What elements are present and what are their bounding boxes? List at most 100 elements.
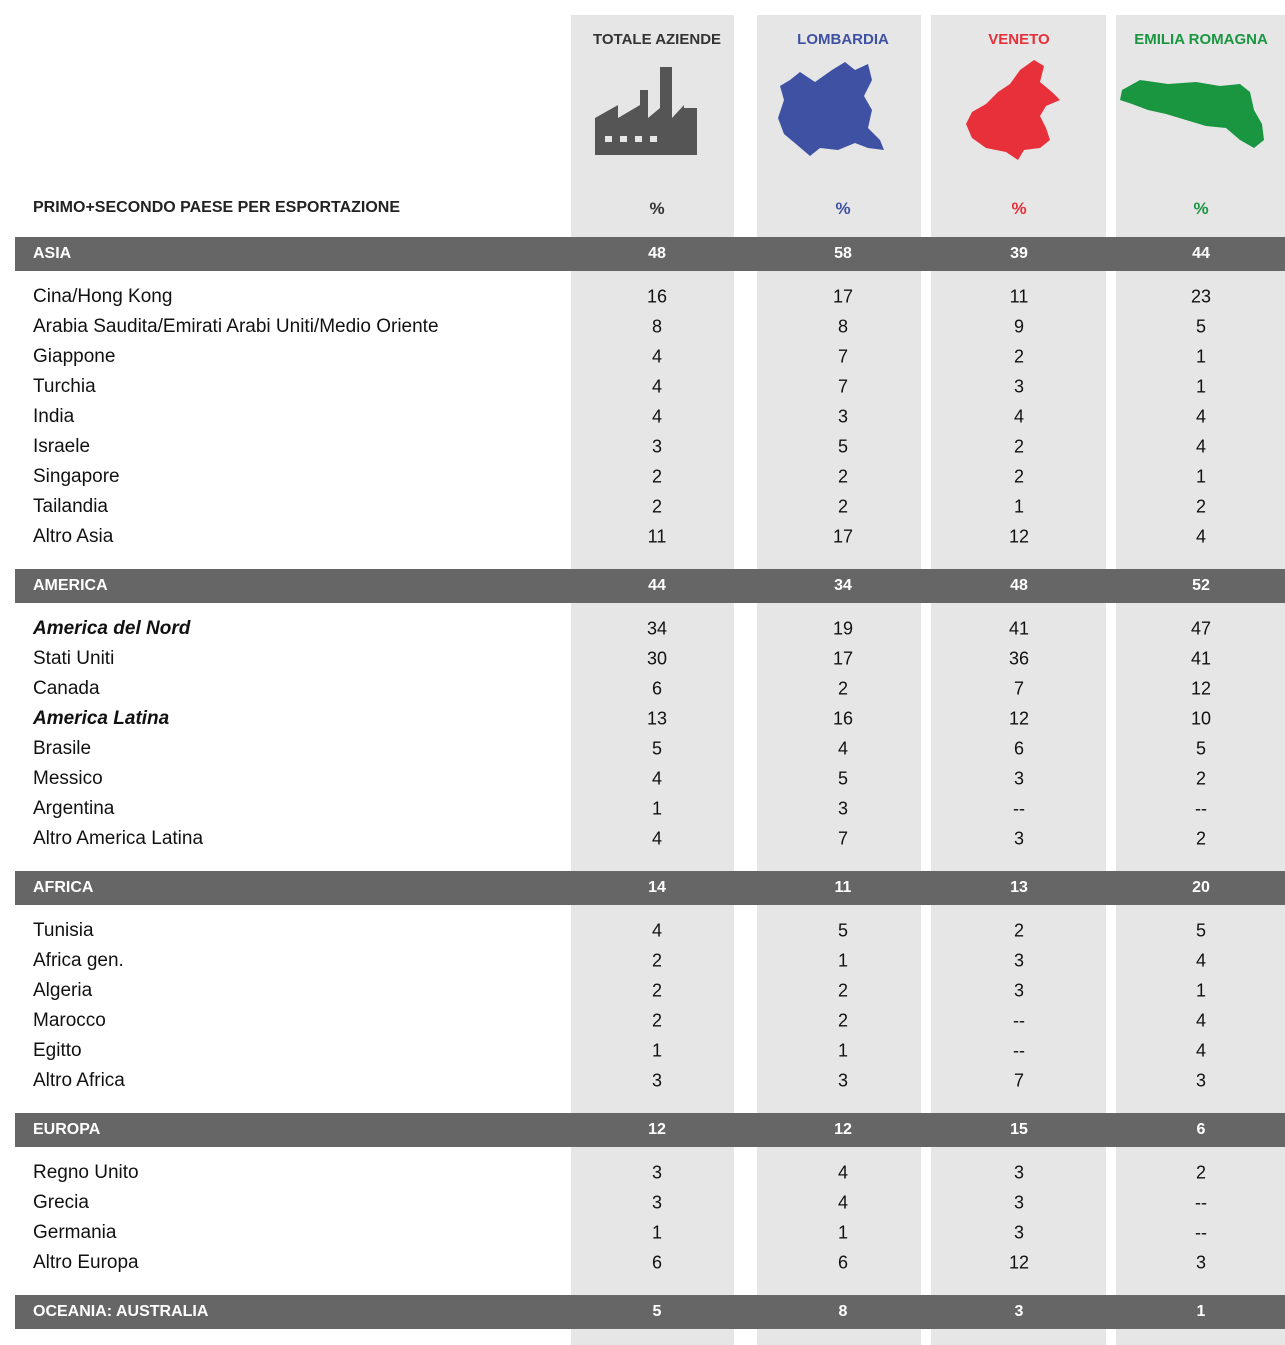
section-value: 12 — [834, 1121, 852, 1138]
section-value: 15 — [1010, 1121, 1028, 1138]
row-value: 34 — [646, 618, 668, 639]
veneto-map — [966, 60, 1060, 160]
row-label: Regno Unito — [33, 1162, 139, 1183]
row-value: 17 — [832, 648, 854, 669]
row-label: Stati Uniti — [33, 648, 115, 669]
row-value: 11 — [1009, 286, 1029, 307]
row-label: Germania — [33, 1222, 117, 1243]
row-value: 7 — [1013, 1070, 1025, 1091]
row-label: Arabia Saudita/Emirati Arabi Uniti/Medio… — [33, 316, 439, 337]
row-value: 5 — [837, 920, 849, 941]
row-value: 1 — [1195, 466, 1207, 487]
section-value: 12 — [648, 1121, 666, 1138]
row-value: 7 — [837, 376, 849, 397]
row-value: 4 — [1013, 406, 1025, 427]
row-label: Altro Europa — [33, 1252, 139, 1273]
row-value: 4 — [837, 738, 849, 759]
row-value: 4 — [1195, 406, 1207, 427]
row-value: 4 — [1195, 950, 1207, 971]
row-value: 8 — [651, 316, 663, 337]
row-value: 5 — [837, 436, 849, 457]
section-value: 14 — [648, 879, 666, 896]
row-value: 1 — [837, 1222, 849, 1243]
section-value: 8 — [838, 1303, 848, 1320]
row-value: 2 — [1195, 768, 1207, 789]
row-value: 3 — [651, 1070, 663, 1091]
row-value: 1 — [651, 1040, 663, 1061]
row-value: 3 — [651, 1162, 663, 1183]
row-label: Tunisia — [33, 920, 94, 941]
section-value: 3 — [1014, 1303, 1024, 1320]
row-value: -- — [1195, 1192, 1207, 1213]
row-value: 47 — [1190, 618, 1212, 639]
factory-icon — [595, 67, 697, 155]
row-value: 6 — [651, 1252, 663, 1273]
row-label: Canada — [33, 678, 100, 699]
row-label: Singapore — [33, 466, 120, 487]
row-value: 3 — [1013, 950, 1025, 971]
row-value: 10 — [1190, 708, 1212, 729]
row-value: -- — [1195, 798, 1207, 819]
row-value: 1 — [1195, 346, 1207, 367]
section-value: 44 — [1192, 245, 1210, 262]
row-label: India — [33, 406, 75, 427]
row-value: 41 — [1190, 648, 1212, 669]
row-value: 2 — [837, 1010, 849, 1031]
row-value: 2 — [837, 466, 849, 487]
row-value: 3 — [1013, 1222, 1025, 1243]
section-bar — [15, 871, 1285, 905]
row-label: America del Nord — [33, 618, 191, 639]
section-bar — [15, 569, 1285, 603]
lombardia-map — [778, 62, 884, 156]
row-label: Altro Africa — [33, 1070, 125, 1091]
section-bar — [15, 237, 1285, 271]
row-value: 2 — [1013, 466, 1025, 487]
row-value: 3 — [837, 406, 849, 427]
emilia-romagna-map — [1120, 80, 1264, 148]
row-value: 2 — [1195, 828, 1207, 849]
column-title: TOTALE AZIENDE — [592, 31, 722, 48]
row-value: 30 — [646, 648, 668, 669]
row-value: 12 — [1008, 708, 1030, 729]
row-value: 2 — [1195, 496, 1207, 517]
row-value: 12 — [1008, 1252, 1030, 1273]
row-value: 2 — [837, 980, 849, 1001]
row-value: 1 — [651, 798, 663, 819]
section-value: 1 — [1196, 1303, 1206, 1320]
row-label: Brasile — [33, 738, 92, 759]
row-label: Giappone — [33, 346, 116, 367]
row-value: 41 — [1008, 618, 1030, 639]
row-value: 8 — [837, 316, 849, 337]
row-value: 3 — [1013, 1192, 1025, 1213]
row-value: 6 — [1013, 738, 1025, 759]
section-value: 13 — [1010, 879, 1028, 896]
row-value: 4 — [837, 1192, 849, 1213]
section-name: AFRICA — [33, 879, 94, 896]
row-value: 12 — [1008, 526, 1030, 547]
section-value: 20 — [1192, 879, 1210, 896]
row-value: 2 — [1195, 1162, 1207, 1183]
section-name: EUROPA — [33, 1121, 101, 1138]
row-value: 4 — [1195, 1010, 1207, 1031]
row-value: 4 — [651, 346, 663, 367]
row-value: 6 — [651, 678, 663, 699]
row-value: 3 — [651, 1192, 663, 1213]
row-label: Argentina — [33, 798, 115, 819]
column-unit: % — [649, 199, 665, 218]
column-title: VENETO — [988, 31, 1050, 48]
row-value: 4 — [837, 1162, 849, 1183]
row-value: 2 — [837, 678, 849, 699]
row-value: 4 — [651, 828, 663, 849]
column-title: EMILIA ROMAGNA — [1134, 31, 1268, 48]
row-label: America Latina — [33, 708, 170, 729]
row-value: -- — [1195, 1222, 1207, 1243]
section-name: AMERICA — [33, 577, 108, 594]
column-unit: % — [1011, 199, 1027, 218]
row-value: 3 — [1013, 768, 1025, 789]
row-value: 19 — [832, 618, 854, 639]
row-value: 17 — [832, 526, 854, 547]
row-label: Tailandia — [33, 496, 108, 517]
row-value: 4 — [1195, 526, 1207, 547]
row-value: 1 — [837, 1040, 849, 1061]
row-value: 1 — [1195, 980, 1207, 1001]
